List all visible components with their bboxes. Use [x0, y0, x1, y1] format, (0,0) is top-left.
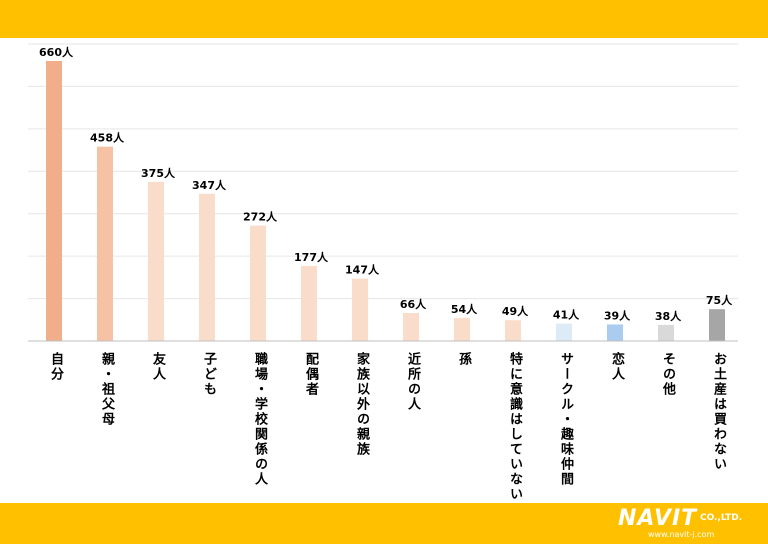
data-label-7: 66人 [400, 297, 427, 311]
data-label-3: 347人 [192, 178, 227, 192]
data-label-2: 375人 [141, 166, 176, 180]
header-bar [0, 0, 768, 38]
category-label-4: 職場・学校関係の人 [252, 352, 267, 487]
category-label-10: サークル・趣味仲間 [558, 352, 573, 487]
bars [46, 60, 725, 341]
data-label-8: 54人 [451, 302, 478, 316]
data-label-12: 38人 [655, 309, 682, 323]
bar-8 [454, 318, 470, 341]
category-label-9: 特に意識はしていない [507, 352, 522, 502]
bar-1 [97, 146, 113, 341]
logo-brand: NAVIT [618, 506, 698, 531]
data-label-11: 39人 [604, 308, 631, 322]
data-label-13: 75人 [706, 293, 733, 307]
bar-2 [148, 181, 164, 341]
data-label-10: 41人 [553, 308, 580, 322]
category-label-11: 恋人 [609, 352, 624, 382]
data-label-0: 660人 [39, 45, 74, 59]
category-label-7: 近所の人 [405, 352, 420, 412]
logo-suffix: CO.,LTD. [700, 513, 743, 523]
category-label-0: 自分 [48, 352, 63, 382]
footer-bar [0, 503, 768, 544]
bar-6 [352, 278, 368, 341]
bar-11 [607, 324, 623, 341]
bar-3 [199, 193, 215, 341]
data-label-5: 177人 [294, 250, 329, 264]
category-label-12: その他 [660, 352, 675, 397]
data-label-4: 272人 [243, 210, 278, 224]
bar-7 [403, 312, 419, 341]
bar-12 [658, 324, 674, 341]
category-label-2: 友人 [150, 352, 165, 382]
data-label-1: 458人 [90, 131, 125, 145]
category-label-5: 配偶者 [303, 352, 318, 397]
data-labels: 660人 458人 375人 347人 272人 177人 147人 66人 54人 49人 41人… [39, 45, 733, 323]
bar-4 [250, 225, 266, 341]
category-label-3: 子ども [201, 352, 216, 397]
data-label-6: 147人 [345, 263, 380, 277]
data-label-9: 49人 [502, 304, 529, 318]
gridlines [28, 43, 738, 342]
bar-9 [505, 320, 521, 341]
navit-logo: NAVIT CO.,LTD. www.navit-j.com [618, 507, 758, 541]
category-label-8: 孫 [456, 352, 471, 367]
bar-13 [709, 309, 725, 341]
category-label-6: 家族以外の親族 [354, 352, 369, 457]
bar-0 [46, 60, 62, 341]
logo-url: www.navit-j.com [648, 530, 715, 539]
bar-5 [301, 265, 317, 341]
bar-10 [556, 323, 572, 341]
category-label-1: 親・祖父母 [99, 352, 114, 427]
category-label-13: お土産は買わない [711, 352, 726, 472]
